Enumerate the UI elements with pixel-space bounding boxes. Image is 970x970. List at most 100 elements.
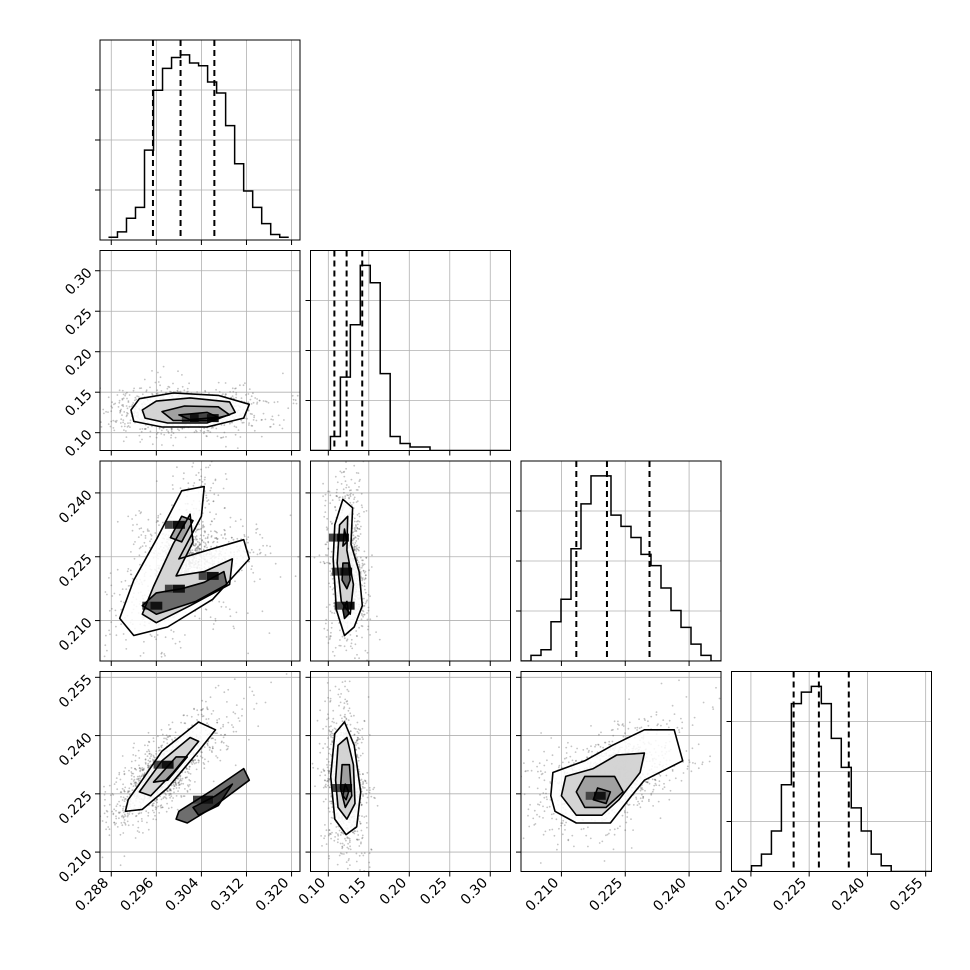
- sample-point: [138, 775, 141, 778]
- sample-point: [126, 815, 129, 818]
- sample-point: [108, 629, 110, 632]
- sample-point: [136, 395, 138, 397]
- sample-point: [127, 824, 130, 827]
- sample-point: [278, 424, 281, 426]
- sample-point: [369, 595, 371, 598]
- sample-point: [255, 419, 258, 422]
- sample-point: [209, 746, 211, 749]
- peak-cell: [150, 601, 163, 610]
- sample-point: [140, 387, 143, 389]
- sample-point: [330, 574, 332, 577]
- sample-point: [202, 715, 205, 717]
- sample-point: [164, 796, 167, 799]
- sample-point: [113, 592, 116, 595]
- sample-point: [143, 773, 146, 775]
- sample-point: [119, 791, 122, 794]
- sample-point: [204, 758, 206, 761]
- sample-point: [353, 520, 356, 523]
- sample-point: [153, 662, 155, 664]
- sample-point: [130, 778, 133, 780]
- sample-point: [97, 621, 99, 623]
- sample-point: [210, 535, 213, 537]
- sample-point: [168, 724, 170, 726]
- sample-point: [211, 520, 213, 523]
- sample-point: [96, 860, 98, 862]
- sample-point: [219, 727, 222, 730]
- sample-point: [235, 426, 238, 429]
- sample-point: [237, 717, 240, 719]
- sample-point: [151, 804, 154, 807]
- sample-point: [125, 436, 128, 438]
- sample-point: [345, 663, 347, 665]
- sample-point: [179, 783, 181, 786]
- sample-point: [184, 776, 187, 779]
- sample-point: [222, 487, 225, 490]
- sample-point: [184, 634, 186, 636]
- sample-point: [131, 529, 134, 532]
- sample-point: [105, 410, 107, 413]
- sample-point: [160, 804, 163, 807]
- sample-point: [144, 763, 147, 765]
- sample-point: [160, 806, 162, 809]
- sample-point: [199, 479, 201, 481]
- sample-point: [188, 784, 191, 786]
- sample-point: [150, 538, 153, 540]
- sample-point: [250, 395, 253, 398]
- sample-point: [330, 626, 333, 629]
- sample-point: [152, 754, 155, 757]
- sample-point: [328, 582, 330, 585]
- sample-point: [251, 565, 253, 567]
- sample-point: [151, 370, 153, 372]
- sample-point: [195, 543, 197, 546]
- sample-point: [358, 486, 360, 488]
- sample-point: [212, 710, 215, 712]
- sample-point: [234, 647, 236, 649]
- sample-point: [122, 421, 124, 424]
- sample-point: [88, 818, 90, 820]
- sample-point: [214, 479, 217, 482]
- sample-point: [115, 625, 117, 628]
- sample-point: [271, 415, 274, 418]
- sample-point: [156, 798, 158, 800]
- x-tick-label: 0.296: [118, 875, 158, 915]
- sample-point: [139, 770, 141, 773]
- x-tick-label: 0.288: [72, 875, 112, 915]
- sample-point: [111, 401, 113, 404]
- sample-point: [172, 444, 175, 447]
- sample-point: [127, 568, 130, 570]
- sample-point: [213, 518, 216, 520]
- sample-point: [115, 419, 118, 422]
- sample-point: [210, 713, 213, 715]
- sample-point: [181, 427, 184, 430]
- sample-point: [256, 527, 259, 530]
- sample-point: [253, 580, 256, 583]
- sample-point: [365, 556, 368, 559]
- sample-point: [146, 755, 149, 757]
- sample-point: [134, 784, 137, 786]
- sample-point: [211, 751, 213, 753]
- sample-point: [235, 704, 238, 706]
- sample-point: [126, 426, 129, 428]
- sample-point: [126, 820, 129, 823]
- sample-point: [183, 445, 185, 447]
- sample-point: [244, 382, 246, 385]
- sample-point: [218, 391, 221, 393]
- sample-point: [140, 818, 143, 820]
- sample-point: [149, 430, 152, 433]
- sample-point: [356, 544, 358, 547]
- sample-point: [160, 798, 163, 801]
- histogram-step-0: [108, 54, 289, 239]
- y-tick-label: 0.240: [56, 487, 96, 527]
- sample-point: [170, 806, 173, 809]
- sample-point: [174, 779, 177, 782]
- sample-point: [254, 397, 257, 399]
- sample-point: [119, 864, 122, 867]
- sample-point: [162, 365, 165, 368]
- sample-point: [255, 523, 258, 526]
- sample-point: [199, 429, 202, 432]
- sample-point: [168, 794, 171, 797]
- sample-point: [198, 547, 200, 550]
- sample-point: [161, 744, 163, 747]
- sample-point: [220, 534, 223, 536]
- sample-point: [367, 625, 370, 628]
